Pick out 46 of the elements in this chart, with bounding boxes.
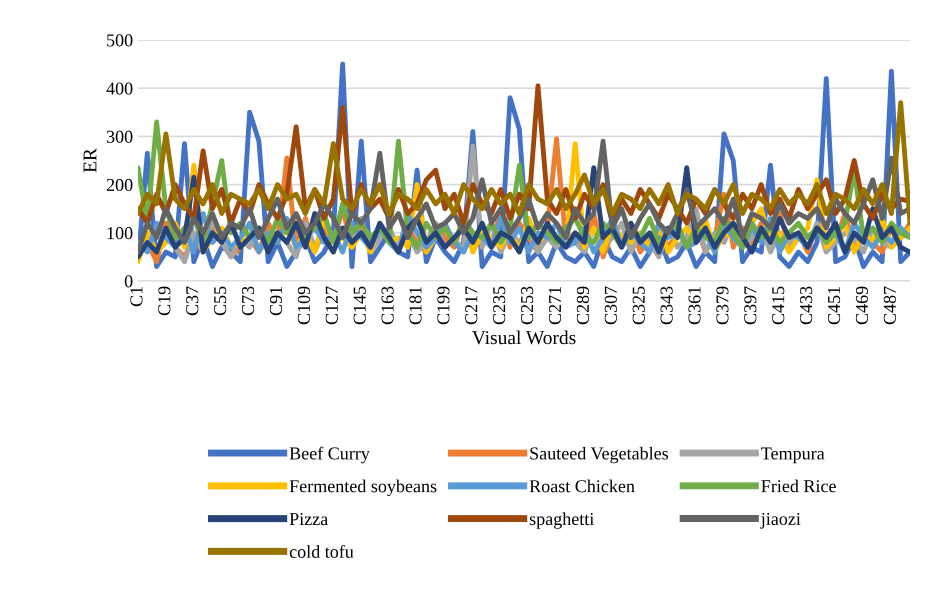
legend-label: Fried Rice (761, 480, 836, 492)
x-tick-label: C109 (298, 286, 310, 324)
x-tick-label: C181 (409, 286, 422, 324)
x-tick-label: C379 (716, 286, 728, 324)
x-tick-label: C361 (688, 286, 701, 324)
x-tick-label: C127 (326, 286, 338, 324)
x-tick-label: C289 (576, 286, 589, 324)
y-tick-label: 300 (106, 130, 132, 143)
x-tick-label: C1 (130, 286, 143, 306)
y-tick-label: 400 (106, 82, 132, 95)
x-tick-label: C235 (493, 286, 506, 324)
x-tick-label: C433 (800, 286, 812, 324)
x-tick-label: C487 (884, 286, 896, 324)
x-tick-label: C307 (604, 286, 617, 324)
legend-label: Tempura (761, 448, 824, 464)
x-tick-label: C217 (465, 286, 478, 324)
legend-label: Sauteed Vegetables (530, 446, 668, 464)
x-tick-label: C199 (437, 286, 450, 324)
x-tick-label: C325 (632, 286, 645, 324)
x-tick-label: C91 (270, 286, 282, 316)
x-tick-label: C451 (828, 286, 840, 324)
x-tick-label: C469 (856, 286, 868, 324)
x-tick-label: C397 (744, 286, 756, 324)
y-axis-title: ER (84, 148, 96, 172)
x-tick-label: C37 (186, 286, 198, 316)
legend-label: jiaozi (760, 512, 801, 529)
x-axis-title: Visual Words (472, 330, 576, 344)
x-tick-label: C163 (382, 286, 394, 324)
y-tick-label: 200 (106, 178, 132, 192)
x-tick-label: C55 (214, 286, 226, 316)
legend-label: Pizza (290, 512, 328, 526)
x-tick-label: C271 (548, 286, 562, 324)
x-tick-label: C145 (354, 286, 366, 324)
x-tick-label: C343 (660, 286, 673, 324)
x-tick-label: C19 (158, 286, 170, 316)
legend-label: Beef Curry (290, 446, 370, 464)
x-tick-label: C253 (521, 286, 534, 324)
legend-label: cold tofu (290, 544, 354, 558)
y-tick-label: 500 (107, 34, 132, 46)
legend-label: Roast Chicken (530, 480, 635, 492)
x-tick-label: C73 (242, 286, 254, 316)
x-tick-label: C415 (772, 286, 784, 324)
legend-label: Fermented soybeans (290, 480, 436, 496)
y-tick-label: 0 (124, 275, 132, 288)
legend-label: spaghetti (530, 512, 594, 529)
y-tick-label: 100 (108, 227, 132, 240)
